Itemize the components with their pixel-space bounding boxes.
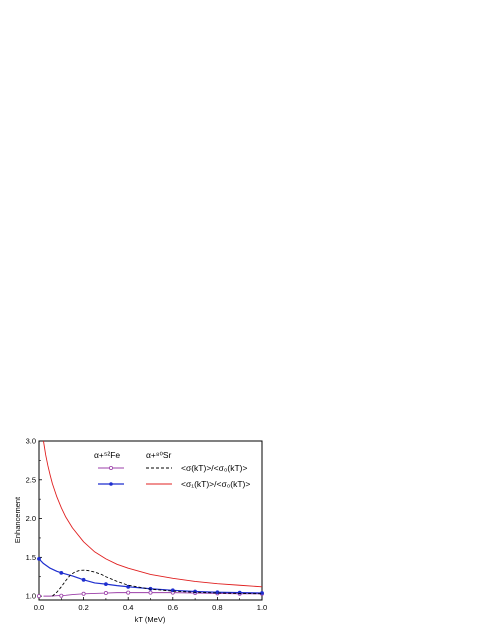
- series-point-fe52-sigma1: [237, 590, 242, 595]
- series-point-fe52-sigma1: [81, 577, 86, 582]
- series-point-fe52-sigma1: [104, 582, 108, 586]
- y-tick-label: 1.5: [26, 553, 36, 562]
- series-layer: [37, 440, 264, 599]
- series-point-fe52-sigma: [103, 591, 108, 596]
- y-tick-label: 2.0: [26, 514, 36, 523]
- series-point-fe52-sigma1: [59, 570, 64, 575]
- series-point-fe52-sigma: [37, 594, 42, 599]
- series-point-fe52-sigma1: [260, 591, 264, 595]
- series-point-fe52-sigma1: [193, 589, 198, 594]
- y-tick-label: 1.0: [26, 592, 36, 601]
- tick-labels: 0.0 0.2 0.4 0.6 0.8 1.0 1.0 1.5 2.0 2.5 3.0: [26, 437, 268, 613]
- series-point-fe52-sigma1: [170, 588, 175, 593]
- legend-col2-header: α+⁸⁰Sr: [146, 450, 172, 460]
- series-line-sr80-sigma: [52, 569, 263, 597]
- series-point-fe52-sigma: [148, 590, 153, 595]
- series-point-fe52-sigma1: [37, 556, 41, 561]
- x-tick-label: 0.6: [168, 603, 178, 612]
- series-line-sr80-sigma1: [43, 440, 263, 588]
- series-point-fe52-sigma1: [215, 590, 220, 595]
- x-tick-label: 0.0: [34, 603, 44, 612]
- x-tick-label: 1.0: [257, 603, 267, 612]
- x-tick-label: 0.2: [78, 603, 88, 612]
- series-point-fe52-sigma: [81, 591, 86, 596]
- series-point-fe52-sigma: [126, 590, 131, 595]
- legend-col1-header: α+⁵²Fe: [94, 450, 120, 460]
- legend-marker-fe52-sigma: [109, 465, 114, 470]
- legend-marker-fe52-sigma1: [109, 482, 113, 486]
- legend-row1-label: <σ(kT)>/<σ₀(kT)>: [181, 463, 247, 473]
- legend: α+⁵²Fe α+⁸⁰Sr <σ(kT)>/<σ₀(kT)> <σ₁(kT)>/…: [94, 450, 250, 489]
- y-tick-label: 2.5: [26, 475, 36, 484]
- x-tick-label: 0.4: [123, 603, 133, 612]
- series-point-fe52-sigma: [59, 593, 64, 598]
- legend-row2-label: <σ₁(kT)>/<σ₀(kT)>: [181, 479, 250, 489]
- y-tick-label: 3.0: [26, 437, 36, 446]
- y-axis-label: Enhancement: [13, 496, 22, 543]
- x-tick-label: 0.8: [212, 603, 222, 612]
- x-axis-label: kT (MeV): [135, 615, 166, 624]
